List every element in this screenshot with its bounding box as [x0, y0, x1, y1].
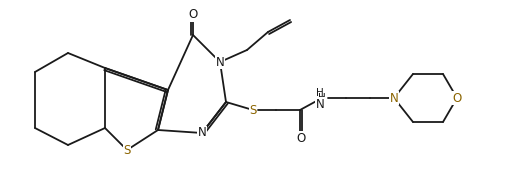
Text: O: O	[188, 9, 198, 22]
Text: H: H	[316, 88, 324, 98]
Text: N: N	[216, 55, 224, 68]
Text: O: O	[453, 92, 462, 105]
Text: O: O	[296, 132, 306, 145]
Text: S: S	[123, 144, 131, 157]
Text: H: H	[318, 93, 326, 103]
Text: N: N	[390, 92, 399, 105]
Text: N: N	[316, 98, 324, 111]
Text: N: N	[198, 126, 206, 139]
Text: S: S	[249, 104, 257, 117]
